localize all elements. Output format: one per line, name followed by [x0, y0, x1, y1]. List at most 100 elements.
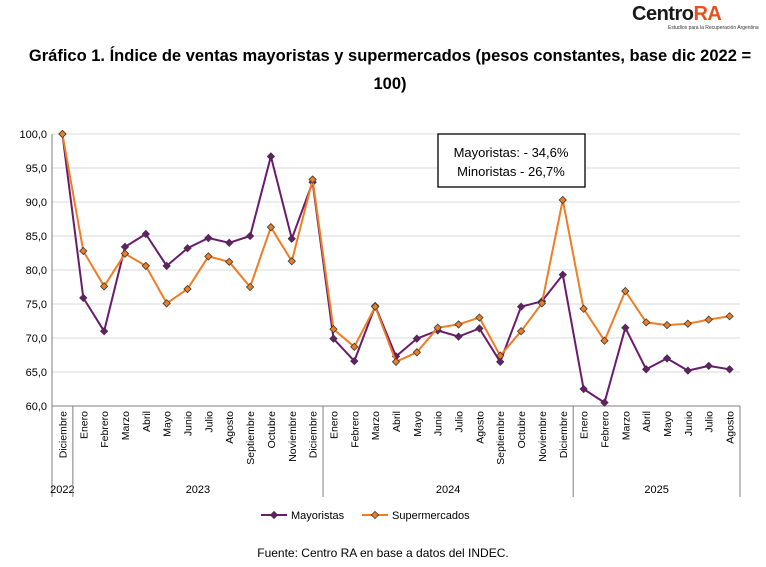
data-point-supermercados [79, 246, 88, 256]
data-point-mayoristas [600, 398, 609, 407]
x-tick-label: Marzo [370, 411, 382, 440]
x-tick-label: Junio [683, 411, 695, 436]
data-point-supermercados [496, 351, 505, 360]
y-tick-label: 65,0 [26, 367, 47, 379]
data-point-mayoristas [350, 356, 359, 366]
data-point-supermercados [662, 320, 672, 330]
data-point-mayoristas [558, 270, 567, 279]
x-tick-label: Octubre [516, 411, 528, 449]
data-point-supermercados [475, 313, 484, 322]
data-point-supermercados [308, 175, 317, 184]
data-point-supermercados [454, 320, 463, 329]
data-point-mayoristas [245, 231, 255, 241]
logo-wordmark: CentroRA [632, 3, 762, 25]
y-tick-label: 90,0 [26, 197, 47, 209]
data-point-supermercados [370, 302, 380, 311]
x-tick-label: Diciembre [558, 411, 570, 458]
data-point-supermercados [120, 249, 130, 258]
data-point-supermercados [621, 286, 630, 296]
x-tick-label: Febrero [99, 411, 111, 448]
logo-brand: Centro [632, 3, 694, 25]
x-tick-label: Marzo [620, 411, 632, 440]
legend-swatch-marker [370, 510, 380, 520]
y-tick-label: 70,0 [26, 333, 47, 345]
legend-swatch-marker [269, 510, 279, 520]
data-point-supermercados [537, 299, 547, 308]
y-tick-label: 95,0 [26, 163, 47, 175]
data-point-supermercados [162, 299, 171, 308]
data-point-mayoristas [79, 293, 88, 303]
legend: Mayoristas Supermercados [261, 510, 470, 522]
data-point-supermercados [183, 284, 192, 294]
data-point-supermercados [579, 304, 588, 313]
y-tick-label: 80,0 [26, 265, 47, 277]
x-tick-label: Enero [78, 411, 90, 439]
logo-accent: RA [693, 3, 722, 25]
data-point-mayoristas [329, 334, 338, 343]
data-point-supermercados [683, 319, 693, 328]
data-point-supermercados [704, 315, 713, 324]
x-tick-label: Mayo [162, 411, 174, 437]
x-tick-label: Septiembre [245, 411, 257, 465]
data-point-mayoristas [266, 152, 276, 161]
data-point-mayoristas [704, 361, 713, 371]
data-point-mayoristas [183, 244, 192, 253]
x-tick-label: Octubre [266, 411, 278, 449]
data-point-mayoristas [99, 327, 109, 336]
data-point-supermercados [225, 257, 234, 267]
chart-title: Gráfico 1. Índice de ventas mayoristas y… [28, 47, 752, 93]
data-point-mayoristas [683, 366, 693, 375]
annotation-line: Mayoristas: - 34,6% [454, 145, 569, 160]
x-tick-label: Agosto [224, 411, 236, 444]
x-tick-label: Enero [328, 411, 340, 439]
data-point-mayoristas [141, 229, 150, 239]
data-point-supermercados [245, 282, 255, 292]
data-point-supermercados [433, 323, 442, 332]
legend-label: Supermercados [392, 510, 470, 522]
data-point-mayoristas [287, 234, 296, 243]
year-label: 2024 [436, 484, 460, 496]
annotation-line: Minoristas - 26,7% [457, 164, 565, 179]
x-tick-label: Marzo [120, 411, 132, 440]
x-tick-label: Noviembre [287, 411, 299, 462]
annotation-box [437, 133, 586, 188]
data-point-mayoristas [516, 302, 526, 311]
centro-ra-logo: CentroRA Estudios para la Recuperación A… [632, 3, 762, 31]
data-point-mayoristas [621, 323, 630, 332]
x-tick-label: Junio [183, 411, 195, 436]
data-point-supermercados [516, 327, 526, 336]
y-tick-label: 60,0 [26, 401, 47, 413]
data-point-supermercados [350, 342, 359, 352]
x-tick-label: Julio [704, 411, 716, 433]
change-annotation: Mayoristas: - 34,6% Minoristas - 26,7% [437, 133, 586, 188]
y-tick-label: 75,0 [26, 299, 47, 311]
data-point-supermercados [725, 312, 734, 321]
data-point-mayoristas [496, 357, 505, 366]
data-point-supermercados [329, 324, 338, 334]
x-tick-label: Septiembre [495, 411, 507, 465]
x-tick-label: Agosto [725, 411, 737, 444]
line-chart: 60,0 65,0 70,0 75,0 80,0 85,0 90,0 95,0 100,0 Dic… [19, 129, 741, 522]
data-point-supermercados [266, 222, 276, 232]
year-label: 2023 [186, 484, 210, 496]
x-tick-label: Abril [141, 411, 153, 432]
data-point-supermercados [99, 282, 109, 291]
data-point-supermercados [600, 336, 609, 345]
data-point-mayoristas [662, 354, 672, 363]
x-tick-label: Agosto [474, 411, 486, 444]
data-point-mayoristas [454, 332, 463, 341]
data-point-mayoristas [225, 238, 234, 247]
x-tick-label: Julio [203, 411, 215, 433]
x-tick-label: Mayo [412, 411, 424, 437]
x-tick-label: Abril [391, 411, 403, 432]
data-point-mayoristas [642, 365, 651, 374]
x-tick-label: Julio [454, 411, 466, 433]
x-tick-label: Enero [579, 411, 591, 439]
legend-label: Mayoristas [291, 510, 345, 522]
data-point-supermercados [287, 256, 296, 266]
year-label: 2022 [50, 484, 74, 496]
x-tick-label: Noviembre [537, 411, 549, 462]
data-point-mayoristas [475, 324, 484, 333]
data-point-supermercados [558, 195, 567, 205]
x-tick-label: Mayo [662, 411, 674, 437]
